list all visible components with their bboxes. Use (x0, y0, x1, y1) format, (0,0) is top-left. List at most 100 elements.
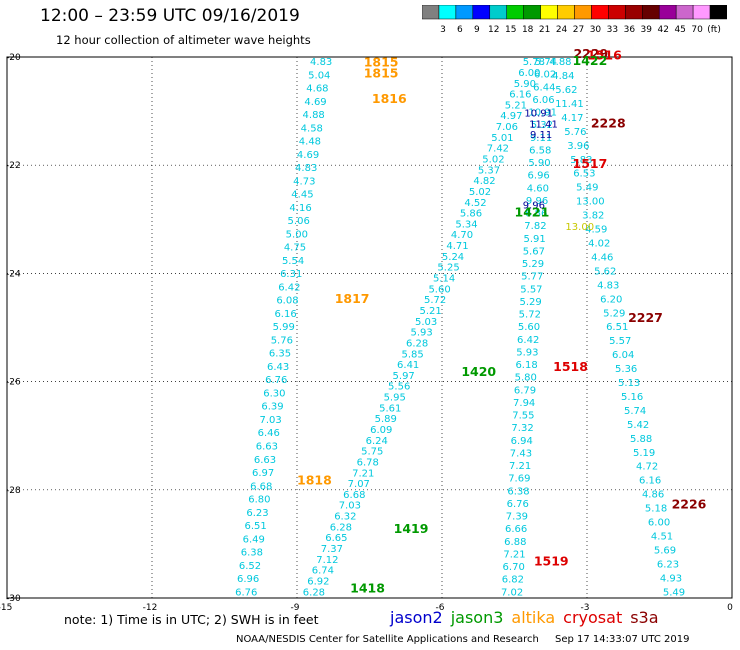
swh-value-label: 7.39 (506, 512, 528, 523)
swh-value-label: 5.76 (564, 127, 586, 138)
chart-title: 12:00 – 23:59 UTC 09/16/2019 (40, 6, 300, 26)
pass-time-label: 1517 (573, 156, 608, 171)
swh-value-label: 6.63 (256, 441, 278, 452)
swh-value-label: 5.91 (524, 234, 546, 245)
y-tick-label: -26 (6, 378, 21, 388)
swh-value-label: 7.37 (321, 544, 343, 555)
swh-value-label: 7.42 (487, 144, 509, 155)
swh-value-label: 7.21 (503, 549, 525, 560)
swh-value-label: 5.16 (621, 392, 643, 403)
y-tick-label: -24 (6, 269, 21, 279)
swh-value-label: 5.74 (535, 57, 557, 68)
swh-value-label: 4.60 (527, 183, 549, 194)
footnote: note: 1) Time is in UTC; 2) SWH is in fe… (64, 612, 319, 627)
swh-value-label: 5.90 (528, 158, 550, 169)
pass-time-label: 1816 (372, 91, 407, 106)
swh-value-label: 5.18 (645, 504, 667, 515)
x-tick-label: -9 (291, 603, 300, 613)
swh-value-label: 5.02 (469, 187, 491, 198)
swh-value-label: 9.11 (530, 133, 552, 144)
mission-legend-entry: altika (511, 608, 556, 627)
swh-value-label: 6.16 (639, 476, 661, 487)
swh-value-label: 7.21 (352, 468, 374, 479)
swh-value-label: 6.74 (312, 566, 334, 577)
swh-value-label: 6.28 (303, 587, 325, 598)
swh-value-label: 4.48 (299, 137, 321, 148)
swh-value-label: 5.56 (388, 382, 410, 393)
swh-value-label: 4.69 (304, 97, 326, 108)
pass-time-label: 1419 (394, 521, 429, 536)
swh-value-label: 6.68 (250, 481, 272, 492)
y-tick-label: -20 (6, 53, 21, 63)
swh-value-label: 7.03 (259, 415, 281, 426)
swh-value-label: 6.06 (532, 95, 554, 106)
color-scale-label: 45 (674, 25, 685, 35)
swh-value-label: 5.74 (624, 406, 646, 417)
swh-value-label: 4.02 (588, 238, 610, 249)
swh-value-label: 6.24 (366, 436, 388, 447)
swh-value-label: 6.92 (307, 576, 329, 587)
pass-time-label: 1818 (297, 472, 332, 487)
swh-value-label: 4.52 (464, 198, 486, 209)
swh-value-label: 6.42 (517, 335, 539, 346)
color-scale-legend: 3 6 9 12 15 18 21 24 27 30 33 36 39 42 45 70 (ft) (422, 5, 727, 35)
swh-value-label: 6.97 (252, 468, 274, 479)
swh-value-label: 4.51 (651, 531, 673, 542)
swh-value-label: 5.25 (437, 263, 459, 274)
swh-value-label: 5.57 (520, 284, 542, 295)
swh-value-label: 5.97 (393, 371, 415, 382)
y-tick-label: -22 (6, 161, 21, 171)
swh-value-label: 4.88 (303, 110, 325, 121)
swh-value-label: 4.16 (289, 203, 311, 214)
swh-value-label: 5.62 (555, 85, 577, 96)
swh-value-label: 6.20 (600, 294, 622, 305)
swh-value-label: 6.23 (246, 508, 268, 519)
swh-value-label: 4.83 (295, 163, 317, 174)
swh-value-label: 5.49 (663, 587, 685, 598)
swh-value-label: 9.96 (526, 196, 548, 207)
mission-legend: jason2 jason3 altika cryosat s3a (390, 608, 667, 627)
swh-highlight-label: 11.41 (529, 119, 558, 130)
swh-value-label: 6.46 (258, 428, 280, 439)
swh-value-label: 6.49 (243, 534, 265, 545)
swh-value-label: 4.59 (585, 225, 607, 236)
swh-value-label: 4.82 (473, 176, 495, 187)
swh-value-label: 4.72 (636, 462, 658, 473)
swh-value-label: 5.89 (375, 414, 397, 425)
swh-value-label: 6.52 (239, 561, 261, 572)
swh-value-label: 5.78 (523, 57, 545, 68)
swh-value-label: 5.01 (491, 133, 513, 144)
y-tick-label: -28 (6, 486, 21, 496)
swh-value-label: 5.61 (379, 403, 401, 414)
swh-value-label: 5.54 (282, 256, 304, 267)
swh-value-label: 5.75 (361, 447, 383, 458)
swh-value-label: 5.76 (271, 335, 293, 346)
swh-value-label: 5.02 (482, 154, 504, 165)
swh-value-label: 5.06 (288, 216, 310, 227)
swh-value-label: 4.58 (301, 123, 323, 134)
swh-value-label: 5.24 (442, 252, 464, 263)
swh-value-label: 6.32 (334, 512, 356, 523)
swh-value-label: 4.69 (297, 150, 319, 161)
pass-time-label: 2228 (591, 115, 626, 130)
pass-time-label: 1421 (515, 205, 550, 220)
swh-value-label: 5.88 (630, 434, 652, 445)
swh-value-label: 5.00 (286, 229, 308, 240)
swh-value-label: 6.09 (370, 425, 392, 436)
swh-value-label: 6.68 (343, 490, 365, 501)
mission-legend-entry: jason3 (450, 608, 504, 627)
pass-time-label: 1518 (553, 359, 588, 374)
swh-value-label: 7.32 (511, 423, 533, 434)
swh-value-label: 6.53 (573, 169, 595, 180)
swh-value-label: 4.73 (293, 176, 315, 187)
y-tick-label: -30 (6, 594, 21, 604)
swh-value-label: 7.43 (510, 448, 532, 459)
swh-value-label: 4.83 (310, 57, 332, 68)
pass-time-label: 1817 (335, 291, 370, 306)
swh-highlight-label: 9.96 (523, 200, 545, 211)
swh-value-label: 5.04 (308, 70, 330, 81)
swh-value-label: 5.13 (618, 378, 640, 389)
swh-value-label: 5.95 (384, 393, 406, 404)
swh-value-label: 7.03 (339, 501, 361, 512)
swh-value-label: 5.69 (654, 545, 676, 556)
